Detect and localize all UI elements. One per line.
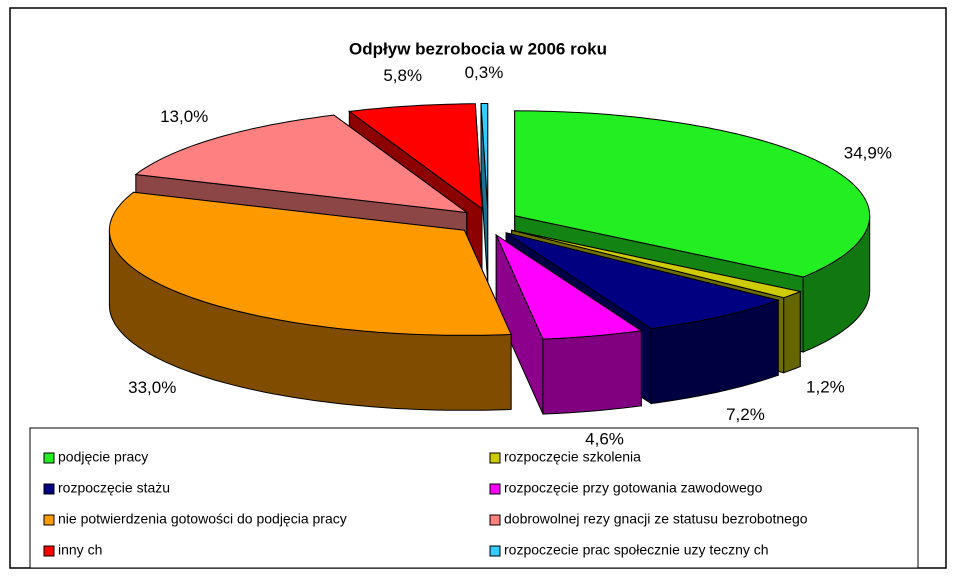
legend-box — [29, 427, 919, 569]
slice-top — [108, 191, 512, 336]
legend-label: inny ch — [58, 542, 102, 558]
legend-label: rozpoczecie prac społecznie uzy teczny c… — [504, 542, 769, 558]
data-label: 33,0% — [128, 378, 176, 397]
data-label: 7,2% — [726, 405, 765, 424]
data-label: 34,9% — [844, 144, 892, 163]
legend-swatch — [43, 545, 55, 557]
legend-label: nie potwierdzenia gotowości do podjęcia … — [58, 511, 347, 527]
legend-label: dobrowolnej rezy gnacji ze statusu bezro… — [504, 511, 808, 527]
data-label: 4,6% — [585, 429, 624, 448]
slice-top — [511, 229, 802, 299]
legend-swatch — [489, 545, 501, 557]
slice-top — [495, 233, 643, 340]
data-label: 13,0% — [160, 107, 208, 126]
slice-top — [480, 103, 489, 209]
legend-swatch — [43, 483, 55, 495]
data-label: 5,8% — [383, 66, 422, 85]
slice-side — [542, 330, 642, 415]
slice-side — [783, 290, 801, 374]
legend-swatch — [489, 483, 501, 495]
slice-top — [134, 114, 469, 214]
slice-top — [514, 110, 871, 278]
data-label: 0,3% — [465, 63, 504, 82]
legend-swatch — [43, 514, 55, 526]
slice-top — [505, 232, 780, 330]
legend-swatch — [43, 452, 55, 464]
legend-swatch — [489, 452, 501, 464]
data-label: 1,2% — [806, 378, 845, 397]
legend-label: rozpoczęcie przy gotowania zawodowego — [504, 480, 763, 496]
slice-top — [347, 103, 483, 210]
legend-label: rozpoczęcie szkolenia — [504, 449, 641, 465]
chart-title: Odpływ bezrobocia w 2006 roku — [349, 39, 607, 58]
legend-swatch — [489, 514, 501, 526]
legend-label: podjęcie pracy — [58, 449, 148, 465]
legend-label: rozpoczęcie stażu — [58, 480, 170, 496]
